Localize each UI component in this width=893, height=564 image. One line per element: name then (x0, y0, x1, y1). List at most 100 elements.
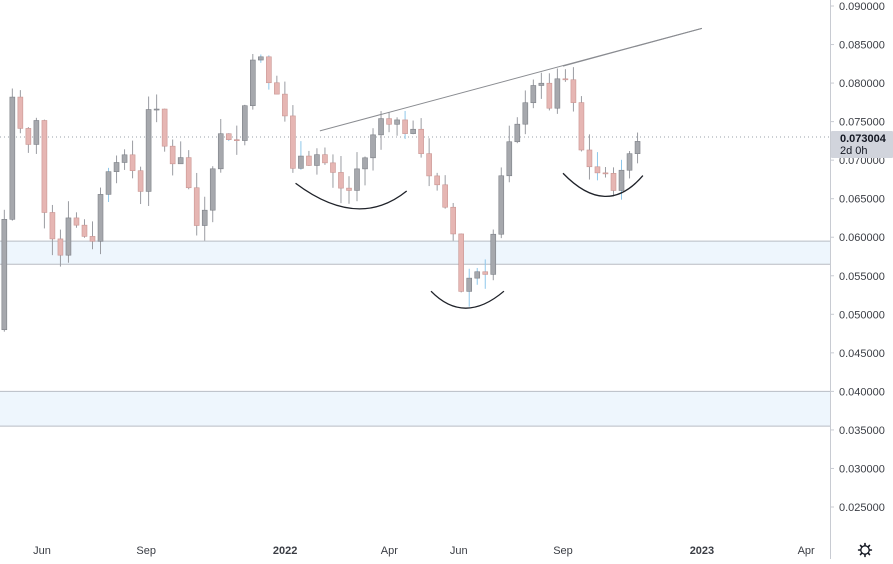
candle-up (618, 169, 625, 191)
candle-down (458, 233, 464, 292)
candle-up (410, 128, 416, 134)
candle-down (73, 217, 80, 226)
candle-up (242, 105, 248, 141)
gear-tooth (859, 552, 863, 556)
candle-up (474, 271, 481, 279)
candle-down (137, 170, 144, 192)
drawings-layer[interactable] (295, 27, 703, 309)
candle-up (314, 154, 320, 166)
price-tick-label: 0.075000 (839, 117, 885, 129)
last-price-marker-background (831, 131, 893, 158)
candle-down (586, 149, 593, 168)
price-tick-label: 0.040000 (839, 386, 885, 398)
candle-up (362, 157, 368, 170)
price-tick-label: 0.085000 (839, 40, 885, 52)
candle-up (634, 141, 641, 154)
price-zone (0, 241, 830, 265)
candle-up (522, 102, 529, 125)
candle-up (530, 85, 537, 104)
candle-down (41, 120, 48, 213)
candle-down (161, 108, 168, 147)
price-tick-label: 0.060000 (839, 232, 885, 244)
candle-down (602, 172, 609, 175)
candle-up (498, 175, 505, 235)
candle-up (354, 168, 360, 191)
candle-down (610, 173, 617, 191)
candle-up (298, 155, 304, 169)
gear-tooth (859, 544, 863, 548)
candle-up (217, 133, 224, 170)
pattern-arc-left-shoulder (295, 182, 408, 210)
candle-down (346, 187, 352, 191)
candle-up (177, 157, 184, 165)
candle-down (81, 224, 88, 237)
time-tick-label: 2022 (273, 545, 297, 557)
candle-up (1, 219, 8, 331)
candle-countdown-label: 2d 0h (840, 145, 868, 157)
candle-down (290, 115, 296, 169)
candle-down (594, 166, 601, 174)
time-axis[interactable]: Jun Sep 2022 Apr Jun Sep 2023 Apr (33, 545, 815, 557)
candle-down (578, 102, 585, 151)
candle-down (17, 96, 24, 129)
time-tick-label: Apr (798, 545, 815, 557)
candle-up (201, 209, 208, 226)
candles-layer (1, 54, 641, 332)
candle-up (65, 217, 72, 256)
time-tick-label: 2023 (690, 545, 714, 557)
candle-down (330, 162, 336, 173)
candle-up (121, 154, 128, 163)
candle-up (9, 96, 16, 220)
price-tick-label: 0.030000 (839, 463, 885, 475)
candle-down (282, 93, 288, 117)
candle-down (129, 154, 136, 171)
candle-down (386, 118, 392, 125)
candle-down (562, 78, 569, 81)
pattern-arc-head (430, 290, 505, 309)
candle-up (209, 168, 216, 211)
candle-up (153, 108, 160, 111)
gear-icon (857, 542, 873, 558)
candle-down (57, 238, 64, 256)
candle-down (25, 128, 32, 145)
candle-up (466, 277, 473, 292)
time-tick-label: Sep (136, 545, 156, 557)
candle-up (33, 120, 40, 145)
candle-down (418, 128, 424, 154)
candle-up (554, 78, 561, 109)
candle-down (233, 139, 240, 141)
candle-down (482, 271, 489, 275)
candle-up (538, 82, 545, 86)
price-tick-label: 0.070000 (839, 155, 885, 167)
candle-down (322, 154, 328, 164)
price-axis[interactable] (830, 0, 893, 559)
candle-up (378, 118, 384, 136)
last-price-label: 0.073004 (840, 133, 887, 145)
candle-up (250, 59, 256, 107)
last-price-marker: 0.073004 2d 0h (831, 131, 893, 158)
candle-up (490, 233, 497, 275)
candle-up (506, 141, 513, 177)
price-tick-label: 0.065000 (839, 194, 885, 206)
candle-down (49, 212, 56, 240)
candle-down (89, 236, 96, 242)
price-tick-label: 0.055000 (839, 271, 885, 283)
candle-up (97, 194, 104, 242)
candle-down (450, 206, 456, 235)
price-tick-label: 0.025000 (839, 502, 885, 514)
candle-down (225, 133, 232, 140)
candle-down (169, 145, 176, 165)
chart-settings-button[interactable] (857, 542, 873, 558)
price-tick-label: 0.035000 (839, 425, 885, 437)
candle-up (145, 109, 152, 192)
price-zones-layer (0, 240, 830, 427)
price-tick-label: 0.050000 (839, 309, 885, 321)
candle-down (402, 119, 408, 134)
candle-up (514, 123, 521, 143)
candle-down (193, 187, 200, 226)
trendline (562, 27, 703, 67)
candle-down (426, 153, 432, 177)
time-tick-label: Jun (450, 545, 468, 557)
